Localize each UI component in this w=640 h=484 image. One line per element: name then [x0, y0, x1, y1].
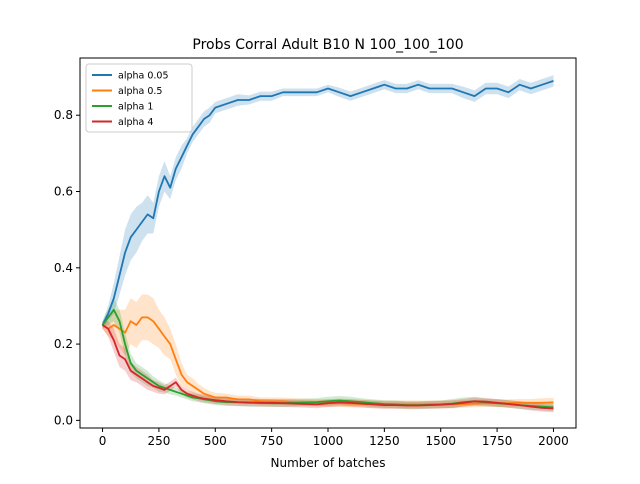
- y-axis: 0.0 0.2 0.4 0.6 0.8: [54, 108, 80, 427]
- x-tick-label: 1500: [425, 434, 456, 448]
- legend-label-0[interactable]: alpha 0.05: [118, 71, 169, 82]
- legend-label-1[interactable]: alpha 0.5: [118, 86, 162, 97]
- line-series-1: [102, 316, 554, 406]
- x-axis-label: Number of batches: [271, 456, 386, 470]
- line-series-0: [101, 80, 554, 326]
- x-tick-label: 250: [147, 434, 170, 448]
- legend-box: [85, 63, 193, 133]
- y-tick-label: 0.0: [54, 413, 73, 427]
- line-series-3: [102, 324, 554, 410]
- x-tick-label: 750: [260, 434, 283, 448]
- legend[interactable]: alpha 0.05 alpha 0.5 alpha 1 alpha 4: [85, 63, 193, 133]
- x-axis: 0 250 500 750 1000 1250 1500 1750 2000: [99, 428, 569, 448]
- series-lines: [101, 80, 554, 410]
- x-tick-label: 2000: [538, 434, 569, 448]
- band-series-1: [102, 294, 554, 409]
- x-tick-label: 500: [204, 434, 227, 448]
- legend-label-3[interactable]: alpha 4: [118, 117, 153, 128]
- legend-label-2[interactable]: alpha 1: [118, 102, 153, 113]
- x-tick-label: 0: [99, 434, 107, 448]
- y-tick-label: 0.6: [54, 185, 73, 199]
- x-tick-label: 1000: [313, 434, 344, 448]
- chart-title: Probs Corral Adult B10 N 100_100_100: [192, 37, 463, 53]
- x-tick-label: 1750: [482, 434, 513, 448]
- y-tick-label: 0.4: [54, 261, 73, 275]
- y-tick-label: 0.2: [54, 337, 73, 351]
- x-tick-label: 1250: [369, 434, 400, 448]
- y-tick-label: 0.8: [54, 108, 73, 122]
